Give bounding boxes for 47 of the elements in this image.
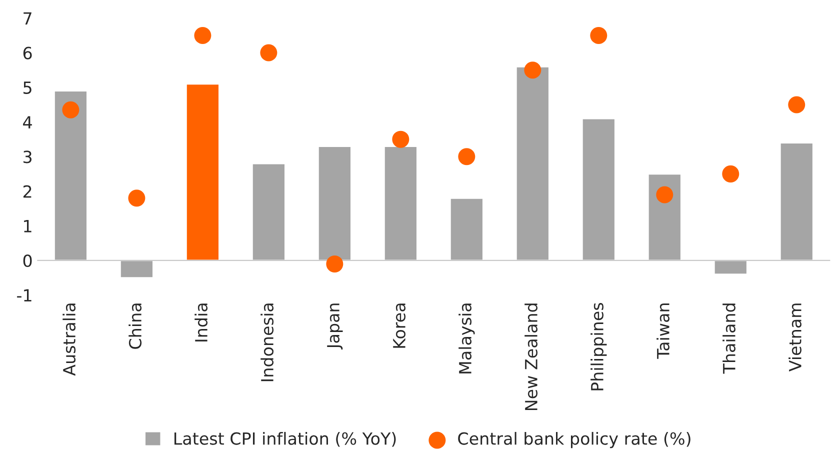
x-tick-label: Thailand [722, 304, 736, 374]
y-tick-label: 5 [24, 82, 32, 94]
x-tick-label: Malaysia [458, 304, 475, 374]
point [62, 101, 80, 118]
x-tick-label: Taiwan [656, 304, 670, 359]
bar [779, 142, 814, 262]
bar [449, 197, 484, 262]
x-tick-label: Australia [62, 304, 76, 376]
y-tick-label: -1 [17, 289, 32, 302]
y-tick-label: 3 [24, 150, 32, 164]
point [326, 255, 344, 272]
legend-label: Latest CPI inflation (% YoY) [174, 432, 396, 447]
y-tick-label: 7 [24, 12, 32, 24]
bar [515, 66, 550, 262]
point [524, 62, 542, 79]
y-tick-label: 0 [23, 254, 32, 268]
bar [120, 260, 154, 278]
point [722, 165, 740, 182]
y-tick-label: 2 [23, 185, 32, 198]
x-tick-label: Korea [393, 304, 406, 348]
point [590, 26, 608, 44]
x-tick-label: Japan [327, 304, 343, 350]
bar [251, 162, 286, 262]
x-tick-label: Indonesia [260, 304, 274, 382]
x-tick-label: Philippines [590, 302, 607, 390]
bar [186, 83, 220, 262]
bar [317, 146, 352, 262]
point [194, 26, 212, 44]
point [128, 190, 146, 207]
y-tick-label: 1 [24, 220, 32, 232]
point [392, 130, 410, 148]
legend-label: Central bank policy rate (%) [458, 432, 690, 448]
bar [54, 90, 88, 262]
bar [581, 118, 616, 262]
y-tick-label: 4 [23, 116, 32, 128]
x-tick-label: New Zealand [524, 304, 538, 410]
point [260, 44, 278, 62]
bar [383, 146, 418, 262]
x-tick-label: India [194, 304, 208, 342]
point [788, 96, 806, 114]
point [458, 148, 476, 166]
bar [713, 260, 748, 276]
x-tick-label: Vietnam [788, 304, 802, 372]
x-tick-label: China [128, 304, 142, 349]
point [656, 186, 674, 204]
y-tick-label: 6 [23, 46, 32, 60]
bar [647, 173, 682, 262]
